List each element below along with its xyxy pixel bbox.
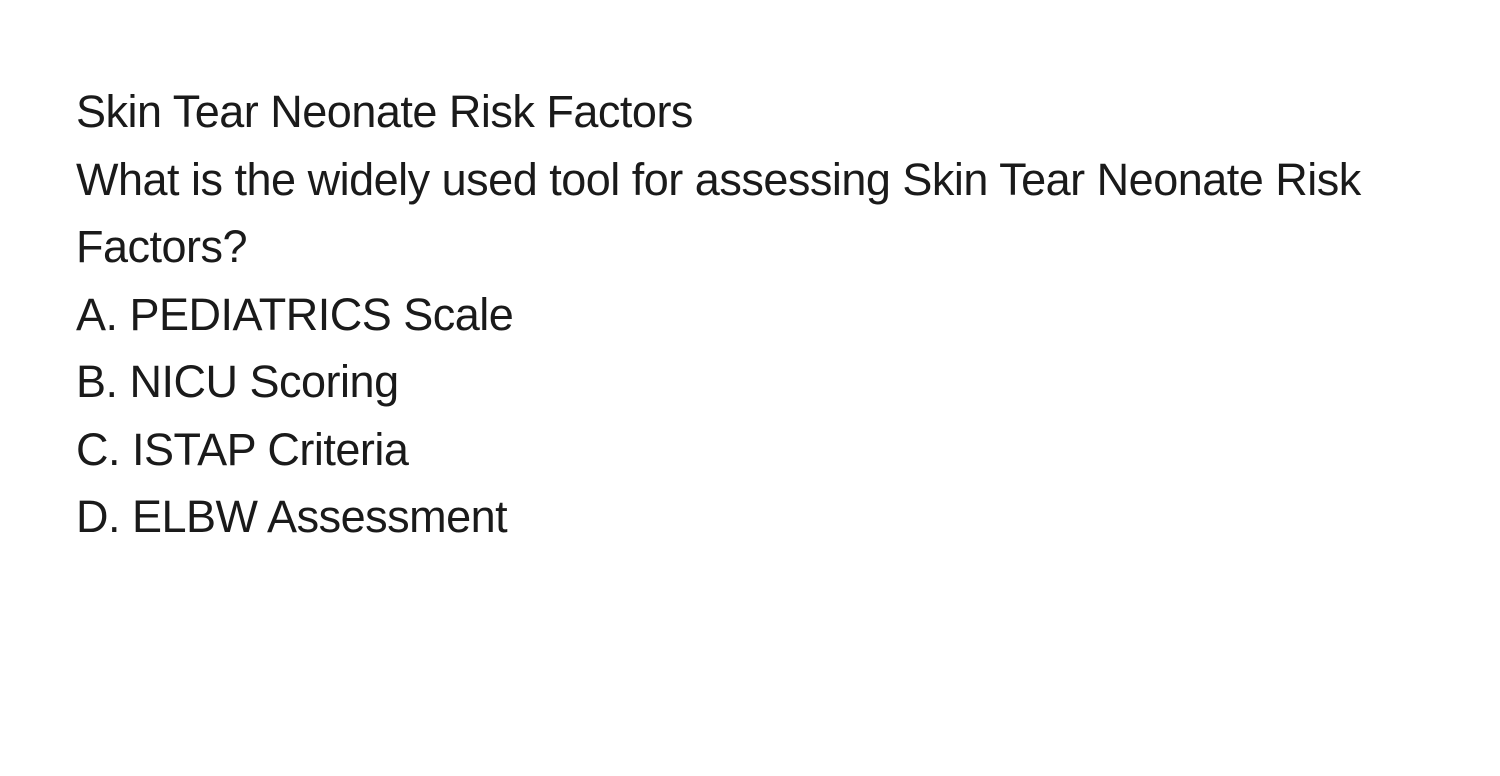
document-content: Skin Tear Neonate Risk Factors What is t… — [0, 0, 1500, 551]
option-b: B. NICU Scoring — [76, 348, 1424, 416]
option-a: A. PEDIATRICS Scale — [76, 281, 1424, 349]
document-title: Skin Tear Neonate Risk Factors — [76, 78, 1424, 146]
question-text: What is the widely used tool for assessi… — [76, 146, 1424, 281]
option-c: C. ISTAP Criteria — [76, 416, 1424, 484]
option-d: D. ELBW Assessment — [76, 483, 1424, 551]
